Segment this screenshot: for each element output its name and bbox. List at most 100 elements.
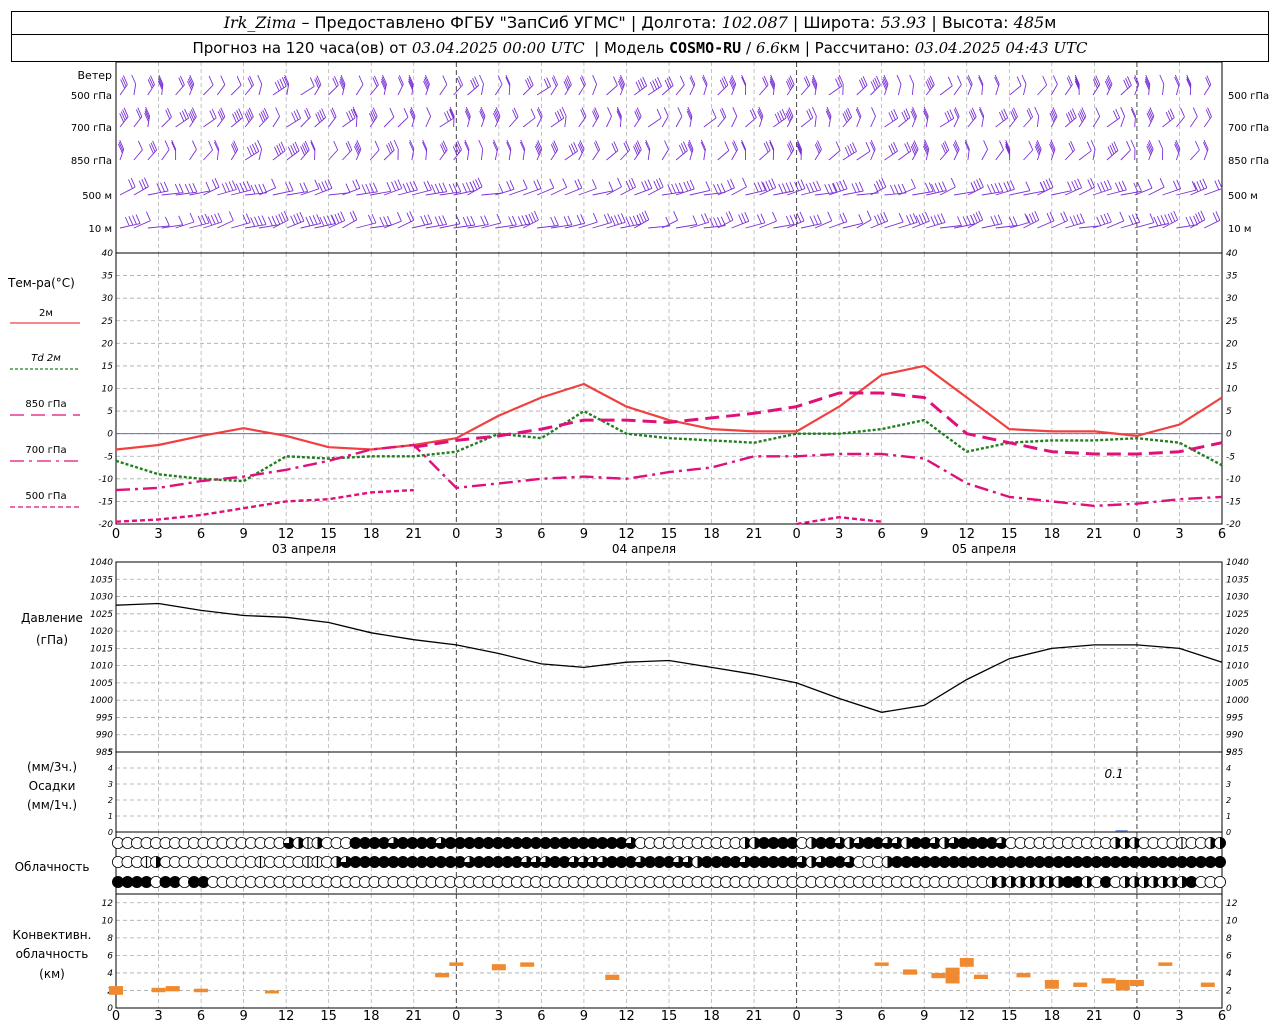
wind-barb xyxy=(966,75,973,96)
temp-xtick: 6 xyxy=(1218,527,1226,542)
prec-ytick-left: 2 xyxy=(108,796,113,805)
wind-barb xyxy=(787,211,805,229)
wind-barb xyxy=(978,106,985,128)
cloud-half xyxy=(992,876,998,888)
prec-ytick-right: 5 xyxy=(1226,748,1231,757)
pressure-labels: Давление (гПа) xyxy=(21,611,83,647)
wind-barb xyxy=(231,180,252,196)
wind-barb xyxy=(1092,212,1112,229)
wind-barb xyxy=(757,106,764,128)
wind-barb xyxy=(1079,216,1102,229)
wind-barb xyxy=(578,107,587,128)
wind-barb xyxy=(175,183,198,196)
pressure-title: Давление xyxy=(21,611,83,625)
cloud-symbol xyxy=(1128,876,1141,889)
wind-barb xyxy=(675,107,683,128)
wind-barb xyxy=(175,212,195,229)
wind-barb xyxy=(1074,74,1080,96)
prec-ytick-left: 1 xyxy=(108,812,113,821)
wind-barb xyxy=(939,140,950,161)
day-label-2: 04 апреля xyxy=(612,542,676,556)
wind-level-4: 10 м xyxy=(89,224,112,235)
wind-barb xyxy=(467,215,489,229)
temp-labels: Тем-ра(°C) 2м Td 2м 850 гПа 700 гПа 500 … xyxy=(7,276,1016,556)
alt-value: 485 xyxy=(1013,13,1045,32)
pres-ytick-left: 1030 xyxy=(90,593,113,603)
cloud-half xyxy=(1220,837,1226,849)
wind-barb xyxy=(175,75,185,96)
wind-barb xyxy=(411,180,432,196)
cloud-symbol xyxy=(1214,837,1227,850)
cloud-half xyxy=(1020,876,1027,888)
wind-barb xyxy=(592,107,600,128)
wind-barb xyxy=(133,107,143,128)
wind-barb xyxy=(449,106,455,128)
temp-xtick: 9 xyxy=(580,527,588,542)
wind-barb xyxy=(244,142,260,161)
temp-ytick-left: 5 xyxy=(107,407,113,417)
wind-barb xyxy=(144,106,151,128)
cloud-half xyxy=(1182,876,1188,888)
wind-barb xyxy=(606,213,626,229)
pres-ytick-left: 1035 xyxy=(90,575,113,585)
prec-ytick-left: 0 xyxy=(108,828,113,837)
cloud-three-quarter xyxy=(340,856,352,868)
wind-barb xyxy=(425,107,432,128)
wind-barb xyxy=(157,74,164,96)
temp-xtick: 15 xyxy=(661,527,678,542)
wind-barb xyxy=(522,210,539,229)
wind-barb xyxy=(953,107,960,128)
wind-barb xyxy=(408,139,415,161)
cloud-three-quarter xyxy=(283,837,295,849)
wind-barb xyxy=(898,178,916,196)
cloud-three-quarter xyxy=(463,856,476,868)
day-label-3: 05 апреля xyxy=(952,542,1016,556)
cloud-half xyxy=(1153,876,1160,888)
conv-xtick: 0 xyxy=(112,1009,120,1024)
temp-ytick-right: 35 xyxy=(1226,272,1238,282)
pres-ytick-left: 985 xyxy=(96,748,113,758)
cloud-three-quarter xyxy=(881,837,894,849)
wind-barb xyxy=(300,107,311,128)
wind-barb xyxy=(1009,213,1030,229)
conv-segment xyxy=(605,974,620,980)
alt-unit: м xyxy=(1044,13,1057,32)
conv-title-3: (км) xyxy=(39,967,65,981)
wind-barb xyxy=(647,77,662,96)
cloud-symbol xyxy=(254,856,267,869)
wind-barb xyxy=(1049,107,1058,128)
wind-barb xyxy=(508,107,519,128)
wind-barb xyxy=(161,215,184,229)
pres-ytick-right: 1020 xyxy=(1226,627,1249,637)
temp-xtick: 21 xyxy=(746,527,763,542)
wind-barb xyxy=(439,182,462,196)
cloud-three-quarter xyxy=(568,856,580,868)
cloud-symbol xyxy=(387,837,400,850)
wind-barb xyxy=(745,213,766,229)
wind-barb xyxy=(1092,75,1101,96)
wind-barb xyxy=(245,215,267,229)
wind-barb xyxy=(397,108,409,128)
temp-ytick-left: 10 xyxy=(102,385,114,395)
wind-labels: Ветер 500 гПа 700 гПа 850 гПа 500 м 10 м… xyxy=(71,69,1269,235)
wind-barb xyxy=(717,76,729,96)
cloud-three-quarter xyxy=(948,837,960,849)
cloud-symbol xyxy=(1033,876,1046,889)
wind-barb xyxy=(1009,76,1022,96)
wind-barb xyxy=(1009,181,1031,196)
cloud-symbol xyxy=(1214,876,1227,889)
wind-barb xyxy=(230,76,242,96)
wind-barb xyxy=(550,108,565,128)
wind-barb xyxy=(353,140,362,161)
precip-title-3: (мм/1ч.) xyxy=(27,798,77,812)
cloud-symbol xyxy=(587,856,600,869)
wind-barb xyxy=(1120,213,1141,229)
wind-barb xyxy=(606,107,612,128)
cloud-title: Облачность xyxy=(15,860,90,874)
conv-segment xyxy=(1044,979,1059,989)
cloud-three-quarter xyxy=(853,837,865,849)
wind-barb xyxy=(383,107,395,128)
wind-barb xyxy=(119,214,141,229)
wind-barb xyxy=(492,139,499,161)
